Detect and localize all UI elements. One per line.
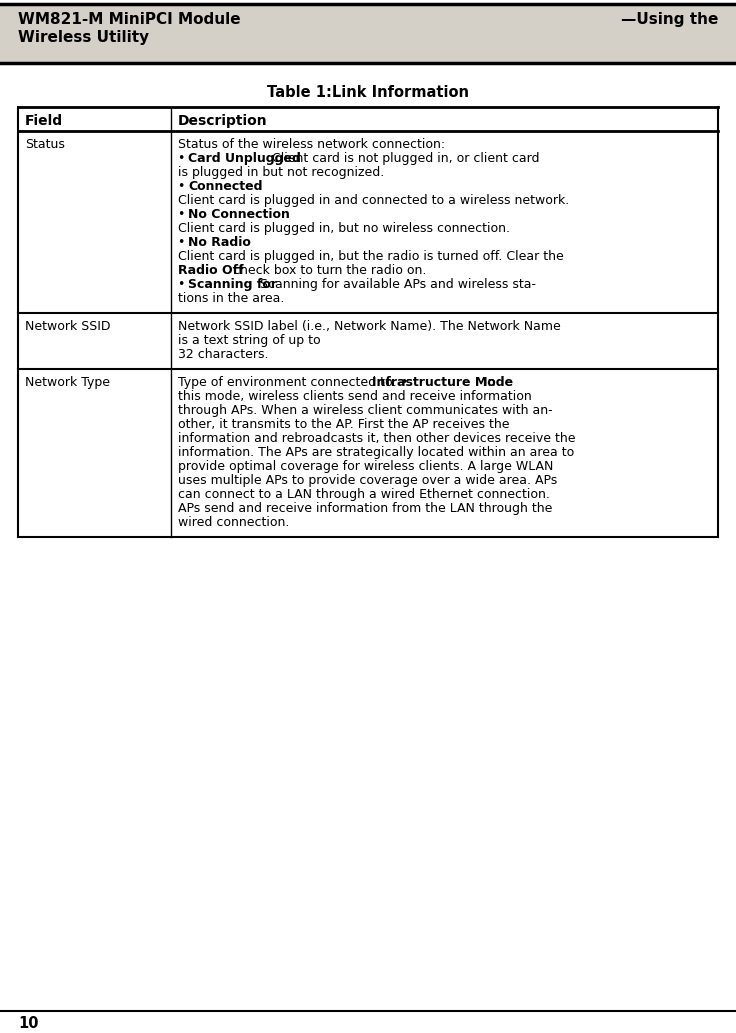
Text: —Using the: —Using the bbox=[620, 12, 718, 27]
Text: through APs. When a wireless client communicates with an-: through APs. When a wireless client comm… bbox=[177, 404, 552, 417]
Text: Client card is not plugged in, or client card: Client card is not plugged in, or client… bbox=[268, 152, 539, 165]
Text: can connect to a LAN through a wired Ethernet connection.: can connect to a LAN through a wired Eth… bbox=[177, 488, 550, 501]
Text: is plugged in but not recognized.: is plugged in but not recognized. bbox=[177, 166, 384, 179]
Text: Network Type: Network Type bbox=[25, 376, 110, 389]
Bar bbox=[18, 313, 718, 369]
Bar bbox=[18, 131, 718, 313]
Text: Client card is plugged in, but the radio is turned off. Clear the: Client card is plugged in, but the radio… bbox=[177, 250, 563, 263]
Text: Status: Status bbox=[25, 138, 65, 151]
Text: Scanning for available APs and wireless sta-: Scanning for available APs and wireless … bbox=[256, 278, 537, 291]
Text: •: • bbox=[177, 278, 189, 291]
Text: tions in the area.: tions in the area. bbox=[177, 292, 284, 305]
Text: WM821-M MiniPCI Module: WM821-M MiniPCI Module bbox=[18, 12, 241, 27]
Text: wired connection.: wired connection. bbox=[177, 516, 289, 529]
Text: provide optimal coverage for wireless clients. A large WLAN: provide optimal coverage for wireless cl… bbox=[177, 460, 553, 473]
Text: No Radio: No Radio bbox=[188, 236, 251, 249]
Text: Card Unplugged: Card Unplugged bbox=[188, 152, 301, 165]
Text: Network SSID: Network SSID bbox=[25, 320, 110, 333]
Text: No Connection: No Connection bbox=[188, 208, 290, 221]
Text: Client card is plugged in, but no wireless connection.: Client card is plugged in, but no wirele… bbox=[177, 222, 509, 234]
Text: •: • bbox=[177, 180, 189, 193]
Text: Network SSID label (i.e., Network Name). The Network Name: Network SSID label (i.e., Network Name).… bbox=[177, 320, 560, 333]
Bar bbox=[18, 369, 718, 537]
Text: 32 characters.: 32 characters. bbox=[177, 348, 268, 361]
Bar bbox=[0, 4, 736, 63]
Text: 10: 10 bbox=[18, 1016, 38, 1031]
Text: Description: Description bbox=[177, 114, 267, 128]
Text: Status of the wireless network connection:: Status of the wireless network connectio… bbox=[177, 138, 445, 151]
Text: information and rebroadcasts it, then other devices receive the: information and rebroadcasts it, then ot… bbox=[177, 432, 575, 445]
Text: Wireless Utility: Wireless Utility bbox=[18, 30, 149, 45]
Text: •: • bbox=[177, 236, 189, 249]
Text: Infrastructure Mode: Infrastructure Mode bbox=[372, 376, 513, 389]
Text: check box to turn the radio on.: check box to turn the radio on. bbox=[229, 264, 426, 277]
Text: Table 1:Link Information: Table 1:Link Information bbox=[267, 85, 469, 100]
Text: Field: Field bbox=[25, 114, 63, 128]
Text: APs send and receive information from the LAN through the: APs send and receive information from th… bbox=[177, 502, 552, 515]
Text: information. The APs are strategically located within an area to: information. The APs are strategically l… bbox=[177, 446, 574, 459]
Text: Client card is plugged in and connected to a wireless network.: Client card is plugged in and connected … bbox=[177, 194, 569, 207]
Text: is a text string of up to: is a text string of up to bbox=[177, 334, 320, 347]
Bar bbox=[18, 107, 718, 131]
Text: Connected: Connected bbox=[188, 180, 263, 193]
Text: Type of environment connected to: •: Type of environment connected to: • bbox=[177, 376, 412, 389]
Text: uses multiple APs to provide coverage over a wide area. APs: uses multiple APs to provide coverage ov… bbox=[177, 474, 557, 487]
Text: •: • bbox=[177, 152, 189, 165]
Text: Scanning for: Scanning for bbox=[188, 278, 277, 291]
Text: other, it transmits to the AP. First the AP receives the: other, it transmits to the AP. First the… bbox=[177, 418, 509, 431]
Text: •: • bbox=[177, 208, 189, 221]
Text: this mode, wireless clients send and receive information: this mode, wireless clients send and rec… bbox=[177, 390, 531, 403]
Text: Radio Off: Radio Off bbox=[177, 264, 243, 277]
Text: In: In bbox=[480, 376, 495, 389]
